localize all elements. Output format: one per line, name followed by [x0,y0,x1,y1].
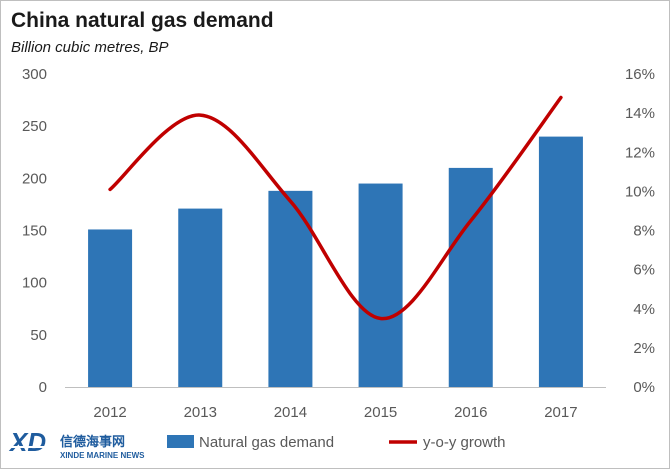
y-right-tick-label: 14% [625,105,655,122]
y-right-tick-label: 12% [625,144,655,161]
y-right-tick-label: 4% [633,301,655,318]
x-tick-label: 2015 [364,404,397,421]
bar [538,136,583,387]
logo-name-cn: 信德海事网 [60,434,125,450]
y-left-tick-label: 150 [22,223,47,240]
x-tick-label: 2014 [274,404,307,421]
bar [88,229,133,387]
y-right-tick-label: 8% [633,223,655,240]
x-tick-label: 2017 [544,404,577,421]
bar [178,208,223,387]
y-left-tick-label: 0 [39,379,47,396]
chart-subtitle: Billion cubic metres, BP [11,39,169,56]
axes: 0 50 100 150 200 250 300 0% 2% 4% 6% 8% 10% 12% 14% 16%… [22,66,655,421]
y-left-tick-label: 250 [22,118,47,135]
y-right-tick-label: 10% [625,183,655,200]
logo-mark: XD [8,427,46,457]
legend-label-bar: Natural gas demand [199,434,334,451]
y-left-tick-label: 300 [22,66,47,83]
y-left-tick-label: 50 [30,327,47,344]
bar [358,183,403,387]
bar-series [88,136,583,387]
y-left-tick-label: 100 [22,275,47,292]
x-tick-label: 2012 [93,404,126,421]
chart-title: China natural gas demand [11,9,274,32]
legend: Natural gas demand y-o-y growth [167,434,506,451]
growth-line [108,95,563,321]
logo-name-en: XINDE MARINE NEWS [60,451,145,460]
y-right-tick-label: 0% [633,379,655,396]
legend-label-line: y-o-y growth [423,434,506,451]
y-right-tick-label: 2% [633,340,655,357]
y-right-tick-label: 16% [625,66,655,83]
x-tick-label: 2016 [454,404,487,421]
y-right-tick-label: 6% [633,262,655,279]
line-series [108,95,563,321]
y-left-tick-label: 200 [22,170,47,187]
legend-swatch-bar [167,435,194,448]
x-tick-label: 2013 [184,404,217,421]
